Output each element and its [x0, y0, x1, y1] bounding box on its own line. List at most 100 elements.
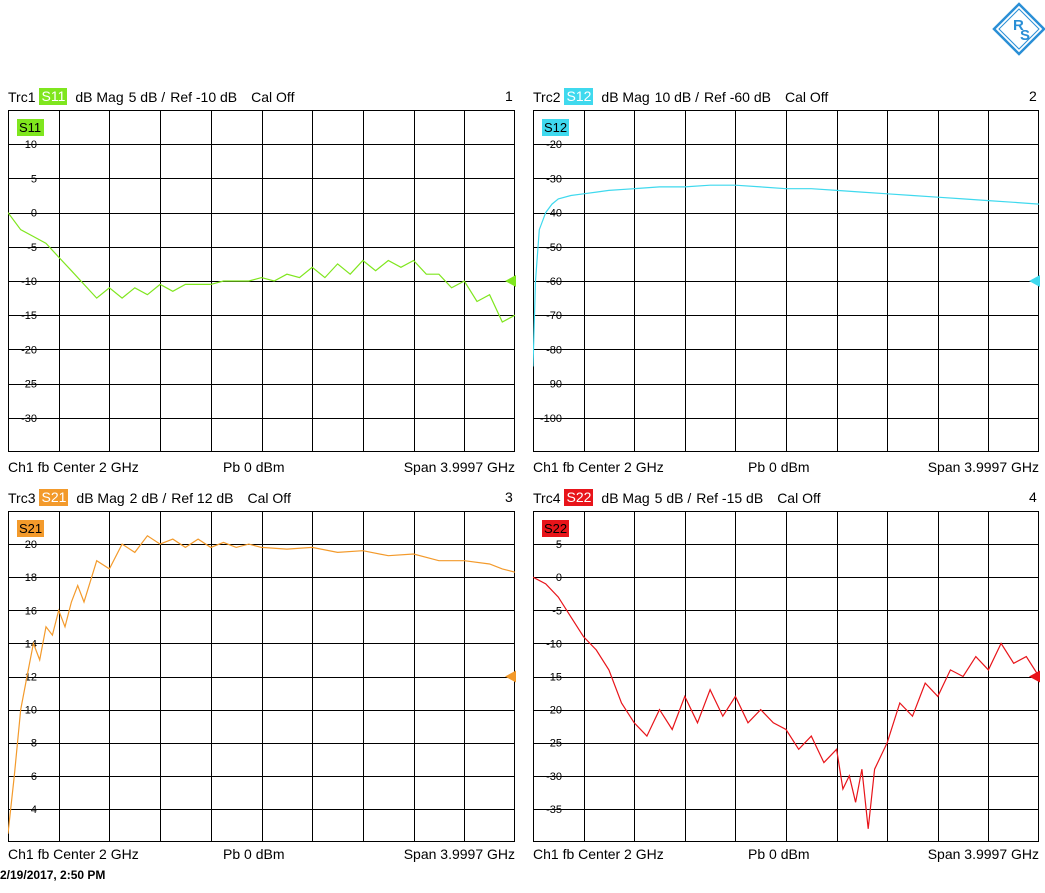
ref-level-marker[interactable]	[1029, 670, 1040, 683]
footer-span: Span 3.9997 GHz	[927, 459, 1039, 475]
trace-cal: Cal Off	[777, 489, 821, 506]
y-tick-label: -10	[21, 276, 37, 288]
window-number: 4	[1029, 489, 1037, 505]
y-tick-label: -40	[546, 208, 562, 220]
y-tick-label: 10	[25, 705, 37, 717]
trace-format: dB Mag	[601, 489, 650, 506]
y-tick-label: 0	[31, 208, 37, 220]
rohde-schwarz-logo: R S	[992, 2, 1045, 56]
footer-channel: Ch1 fb Center 2 GHz	[533, 846, 664, 862]
y-tick-label: -10	[546, 638, 562, 650]
trace-ref: Ref -60 dB	[704, 88, 771, 105]
trace-header: Trc2 S12 dB Mag 10 dB / Ref -60 dB Cal Off	[533, 88, 828, 105]
trace-name[interactable]: Trc4	[533, 489, 561, 506]
y-tick-label: -15	[21, 310, 37, 322]
trace-param-badge[interactable]: S21	[39, 489, 69, 506]
ref-level-marker[interactable]	[1029, 275, 1040, 287]
trace-line	[8, 212, 516, 323]
trace-param-badge[interactable]: S22	[564, 489, 594, 506]
trace-line	[533, 576, 1040, 829]
trace-legend-label: S21	[19, 521, 42, 536]
trace-ref: Ref -10 dB	[170, 88, 238, 105]
trace-line	[533, 184, 1040, 367]
trace-param-badge[interactable]: S12	[564, 88, 594, 105]
y-tick-label: 6	[31, 771, 37, 783]
trace-format: dB Mag	[75, 88, 124, 105]
y-tick-label: -80	[546, 344, 562, 356]
trace-name[interactable]: Trc1	[8, 88, 36, 105]
trace-cal: Cal Off	[251, 88, 295, 105]
y-tick-label: -15	[546, 672, 562, 684]
footer-power: Pb 0 dBm	[748, 846, 810, 862]
ref-level-marker[interactable]	[505, 670, 516, 683]
trace-scale: 2 dB /	[129, 489, 167, 506]
footer-channel: Ch1 fb Center 2 GHz	[8, 459, 139, 475]
trace-param-badge[interactable]: S11	[39, 88, 68, 105]
trace-legend-label: S11	[19, 120, 41, 135]
footer-power: Pb 0 dBm	[748, 459, 810, 475]
trace-format: dB Mag	[76, 489, 125, 506]
trace-cal: Cal Off	[784, 88, 829, 105]
y-tick-label: -90	[546, 379, 562, 391]
y-tick-label: -50	[546, 242, 562, 254]
y-tick-label: 5	[31, 173, 37, 185]
y-tick-label: 10	[25, 139, 37, 151]
y-tick-label: 16	[25, 605, 37, 617]
y-tick-label: -35	[546, 804, 562, 816]
y-tick-label: -20	[546, 139, 562, 151]
trace-legend-label: S12	[544, 120, 567, 135]
trace-header: Trc3 S21 dB Mag 2 dB / Ref 12 dB Cal Off	[8, 489, 291, 506]
y-tick-label: -5	[27, 242, 37, 254]
trace-format: dB Mag	[601, 88, 650, 105]
footer-power: Pb 0 dBm	[223, 459, 285, 475]
y-tick-label: -60	[546, 276, 562, 288]
y-tick-label: 8	[31, 738, 37, 750]
trace-name[interactable]: Trc2	[533, 88, 561, 105]
trace-ref: Ref -15 dB	[696, 489, 764, 506]
trace-ref: Ref 12 dB	[171, 489, 234, 506]
window-number: 1	[505, 88, 513, 104]
plot-area: -20 -30 -40 -50 -60 -70 -80 -90 -100 S12	[533, 110, 1040, 452]
plot-area: 5 0 -5 -10 -15 -20 -25 -30 -35 S22	[533, 511, 1040, 842]
ref-level-marker[interactable]	[505, 275, 516, 287]
y-tick-label: -30	[546, 771, 562, 783]
timestamp: 2/19/2017, 2:50 PM	[0, 868, 106, 882]
trace-header: Trc1 S11 dB Mag 5 dB / Ref -10 dB Cal Off	[8, 88, 294, 105]
trace-line	[8, 534, 516, 834]
footer-channel: Ch1 fb Center 2 GHz	[8, 846, 139, 862]
trace-legend-label: S22	[544, 521, 567, 536]
y-tick-label: -30	[21, 413, 37, 425]
trace-name[interactable]: Trc3	[8, 489, 36, 506]
window-number: 3	[505, 489, 513, 505]
svg-text:R: R	[1013, 17, 1024, 34]
y-tick-label: -25	[546, 738, 562, 750]
y-tick-label: 0	[556, 572, 562, 584]
svg-text:S: S	[1020, 27, 1030, 44]
footer-span: Span 3.9997 GHz	[927, 846, 1039, 862]
y-tick-label: 20	[25, 539, 37, 551]
footer-span: Span 3.9997 GHz	[403, 459, 515, 475]
plot-area: 10 5 0 -5 -10 -15 -20 -25 -30 S11	[8, 110, 516, 452]
trace-scale: 5 dB /	[128, 88, 166, 105]
y-tick-label: 18	[25, 572, 37, 584]
y-tick-label: -30	[546, 173, 562, 185]
window-number: 2	[1029, 88, 1037, 104]
footer-power: Pb 0 dBm	[223, 846, 285, 862]
y-tick-label: -5	[552, 605, 562, 617]
y-tick-label: 4	[31, 804, 37, 816]
footer-channel: Ch1 fb Center 2 GHz	[533, 459, 664, 475]
y-tick-label: -20	[546, 705, 562, 717]
trace-legend: S11	[17, 119, 44, 136]
y-tick-label: -70	[546, 310, 562, 322]
y-tick-label: 5	[556, 539, 562, 551]
footer-span: Span 3.9997 GHz	[403, 846, 515, 862]
trace-legend: S22	[542, 520, 569, 537]
trace-scale: 10 dB /	[654, 88, 700, 105]
trace-header: Trc4 S22 dB Mag 5 dB / Ref -15 dB Cal Off	[533, 489, 821, 506]
trace-legend: S12	[542, 119, 569, 136]
y-tick-label: 14	[25, 638, 37, 650]
trace-scale: 5 dB /	[654, 489, 692, 506]
trace-cal: Cal Off	[247, 489, 291, 506]
y-tick-label: -20	[21, 344, 37, 356]
